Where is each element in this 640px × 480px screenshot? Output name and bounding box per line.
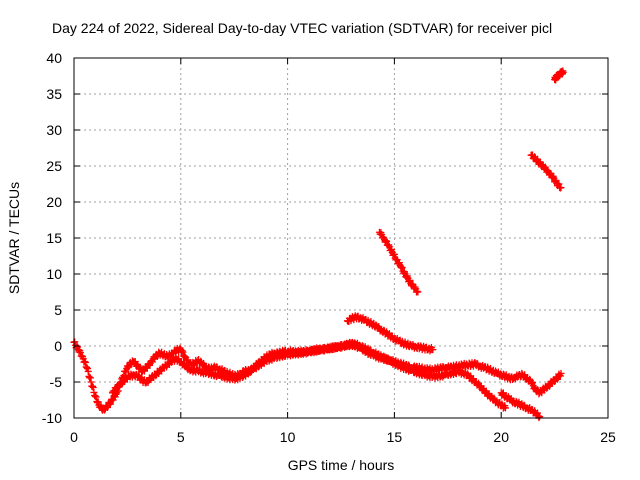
x-tick-label: 5: [177, 429, 185, 445]
y-tick-label: 20: [46, 194, 62, 210]
data-point-interp: [71, 338, 79, 346]
chart-title: Day 224 of 2022, Sidereal Day-to-day VTE…: [52, 20, 552, 36]
y-tick-labels: -10 -5 0 5 10 15 20 25 30 35 40: [42, 50, 62, 426]
data-point: [501, 404, 509, 412]
data-point-interp: [89, 382, 97, 390]
series-6: [551, 67, 567, 84]
data-point-interp: [390, 250, 398, 258]
x-tick-label: 20: [493, 429, 509, 445]
series-2: [343, 312, 437, 355]
x-axis-label: GPS time / hours: [288, 457, 395, 473]
data-point-interp: [383, 237, 391, 245]
data-point: [557, 184, 565, 192]
data-point-interp: [76, 348, 84, 356]
x-tick-label: 10: [280, 429, 296, 445]
data-point-interp: [388, 245, 396, 253]
data-point-interp: [106, 400, 114, 408]
x-tick-label: 15: [387, 429, 403, 445]
series-1: [108, 338, 509, 412]
data-point-interp: [148, 358, 156, 366]
data-point-interp: [91, 391, 99, 399]
series-3: [497, 389, 544, 422]
data-point: [87, 378, 95, 386]
data-point-interp: [398, 263, 406, 271]
data-point: [429, 346, 437, 354]
y-axis-label: SDTVAR / TECUs: [6, 182, 22, 294]
data-point-interp: [529, 379, 537, 387]
grid: [74, 58, 608, 418]
data-points: [70, 67, 567, 422]
data-point-interp: [84, 367, 92, 375]
y-tick-label: 15: [46, 230, 62, 246]
x-tick-labels: 0 5 10 15 20 25: [70, 429, 616, 445]
x-tick-label: 25: [600, 429, 616, 445]
data-point: [559, 68, 567, 76]
series-4: [375, 228, 422, 296]
data-point-interp: [90, 388, 98, 396]
y-tick-label: 5: [54, 302, 62, 318]
data-point-interp: [92, 393, 100, 401]
data-point: [557, 369, 565, 377]
x-tick-label: 0: [70, 429, 78, 445]
data-point: [536, 413, 544, 421]
data-point: [83, 364, 91, 372]
y-tick-label: -10: [42, 410, 62, 426]
y-tick-label: 40: [46, 50, 62, 66]
data-point-interp: [411, 283, 419, 291]
data-point-interp: [555, 180, 563, 188]
series-5: [527, 151, 565, 192]
y-tick-label: 10: [46, 266, 62, 282]
y-tick-label: 35: [46, 86, 62, 102]
data-point-interp: [81, 358, 89, 366]
data-point-interp: [179, 348, 187, 356]
data-point: [397, 263, 405, 271]
y-tick-label: 25: [46, 158, 62, 174]
tick-marks: [73, 57, 609, 419]
data-point-interp: [178, 347, 186, 355]
data-point-interp: [85, 372, 93, 380]
y-tick-label: 30: [46, 122, 62, 138]
data-point: [414, 288, 422, 296]
data-point-interp: [89, 384, 97, 392]
y-tick-label: 0: [54, 338, 62, 354]
y-tick-label: -5: [50, 374, 63, 390]
data-point-interp: [403, 273, 411, 281]
data-point-interp: [81, 358, 89, 366]
data-point-interp: [86, 374, 94, 382]
data-point-interp: [94, 398, 102, 406]
data-point-interp: [406, 276, 414, 284]
